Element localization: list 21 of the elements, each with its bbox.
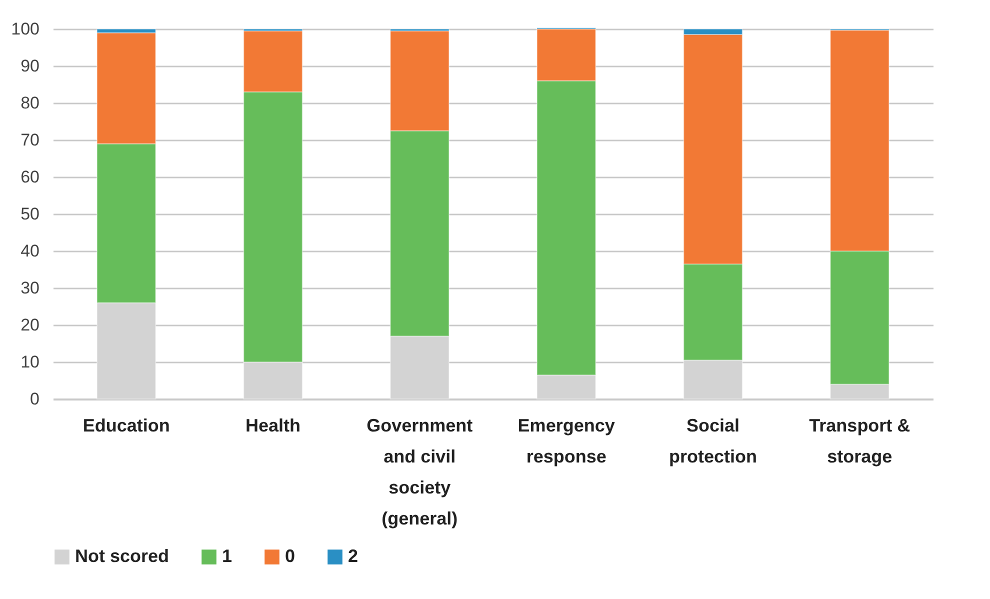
y-tick-label: 90	[20, 56, 40, 76]
y-tick-label: 20	[20, 316, 40, 334]
legend-label: Not scored	[75, 546, 170, 566]
x-tick-label: Social protection	[669, 416, 757, 466]
y-tick-label: 70	[20, 130, 40, 150]
y-tick-label: 60	[20, 168, 40, 186]
x-tick-label: Government and civil society (general)	[366, 416, 473, 528]
x-tick-label: Health	[245, 416, 301, 436]
legend-label: 2	[348, 546, 358, 566]
y-tick-label: 30	[20, 278, 40, 298]
y-tick-label: 80	[20, 94, 40, 112]
legend-label: 1	[222, 546, 232, 566]
y-tick-label: 10	[20, 352, 40, 372]
legend-label: 0	[285, 546, 296, 566]
x-tick-label: Education	[82, 416, 170, 436]
y-tick-label: 40	[20, 242, 40, 260]
y-tick-label: 0	[30, 390, 40, 408]
y-tick-label: 50	[20, 204, 40, 224]
x-tick-label: Transport & storage	[809, 416, 910, 466]
y-tick-label: 100	[11, 20, 40, 38]
x-tick-label: Emergency response	[518, 416, 615, 466]
